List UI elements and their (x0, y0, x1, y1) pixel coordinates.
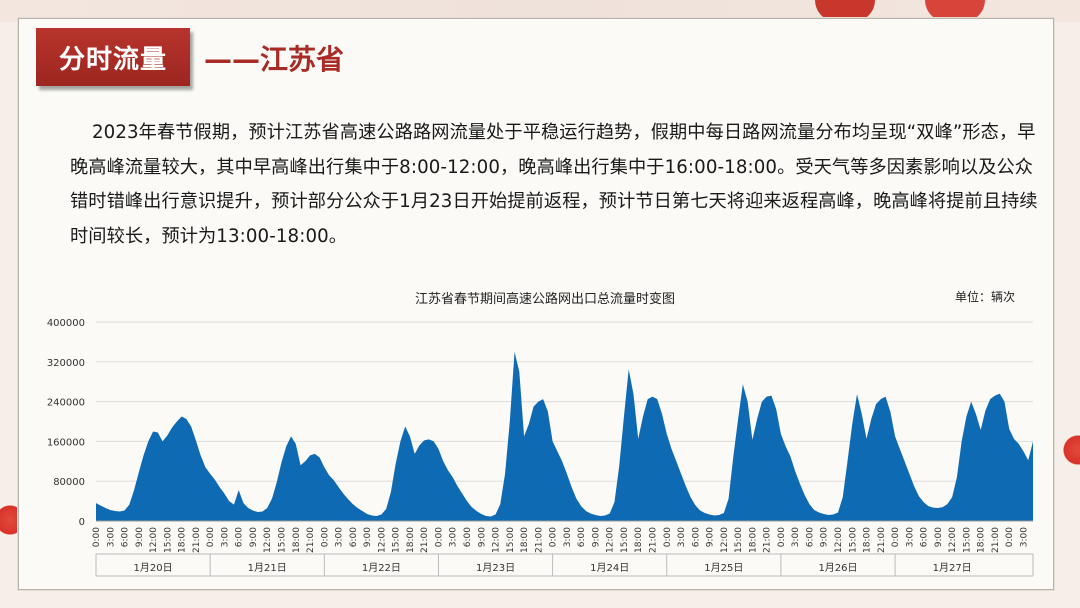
x-hour-label: 18:00 (406, 527, 416, 553)
section-title-box: 分时流量 (36, 28, 190, 86)
x-hour-label: 6:00 (349, 527, 359, 547)
x-day-label: 1月23日 (476, 562, 515, 574)
x-hour-label: 18:00 (292, 527, 302, 553)
y-tick-label: 80000 (53, 477, 85, 488)
x-hour-label: 0:00 (549, 527, 559, 547)
x-hour-label: 6:00 (577, 527, 587, 547)
x-hour-label: 6:00 (463, 527, 473, 547)
x-hour-label: 3:00 (220, 527, 230, 547)
x-hour-label: 3:00 (1019, 527, 1029, 547)
x-day-label: 1月24日 (590, 562, 629, 574)
x-hour-label: 21:00 (192, 527, 202, 553)
x-hour-label: 0:00 (92, 527, 102, 547)
x-hour-label: 21:00 (648, 527, 658, 553)
x-hour-label: 15:00 (392, 527, 402, 553)
x-hour-label: 12:00 (720, 527, 730, 553)
x-hour-label: 3:00 (563, 527, 573, 547)
x-hour-label: 18:00 (863, 527, 873, 553)
y-tick-label: 160000 (47, 437, 85, 448)
x-hour-label: 15:00 (506, 527, 516, 553)
x-hour-label: 15:00 (277, 527, 287, 553)
description-paragraph: 2023年春节假期，预计江苏省高速公路路网流量处于平稳运行趋势，假期中每日路网流… (70, 122, 1038, 247)
chart-unit-label: 单位：辆次 (955, 290, 1016, 304)
x-hour-label: 12:00 (492, 527, 502, 553)
top-ornament-right (925, 0, 985, 22)
x-hour-label: 9:00 (135, 527, 145, 547)
x-hour-label: 3:00 (335, 527, 345, 547)
x-hour-label: 9:00 (820, 527, 830, 547)
x-hour-label: 3:00 (905, 527, 915, 547)
x-hour-label: 21:00 (306, 527, 316, 553)
traffic-area-chart: 0 80000 160000 240000 320000 400000 0:00 3:00 6:… (47, 318, 1034, 577)
section-title: 分时流量 (58, 44, 167, 75)
x-hour-label: 21:00 (420, 527, 430, 553)
lantern-decoration-right (1054, 430, 1080, 590)
x-hour-label: 12:00 (834, 527, 844, 553)
x-hour-label: 9:00 (934, 527, 944, 547)
x-hour-label: 6:00 (805, 527, 815, 547)
x-day-label: 1月22日 (362, 562, 401, 574)
x-hour-label: 3:00 (791, 527, 801, 547)
x-hour-label: 12:00 (606, 527, 616, 553)
x-hour-label: 0:00 (777, 527, 787, 547)
x-hour-label: 0:00 (206, 527, 216, 547)
x-hour-label: 6:00 (121, 527, 131, 547)
x-hour-label: 12:00 (149, 527, 159, 553)
x-hour-label: 6:00 (691, 527, 701, 547)
x-hour-label: 21:00 (991, 527, 1001, 553)
x-hour-label: 9:00 (249, 527, 259, 547)
x-hour-label: 3:00 (677, 527, 687, 547)
x-hour-label: 6:00 (920, 527, 930, 547)
x-hour-label: 18:00 (634, 527, 644, 553)
x-hour-label: 6:00 (235, 527, 245, 547)
x-day-label: 1月26日 (818, 562, 857, 574)
x-hour-label: 15:00 (962, 527, 972, 553)
x-hour-label: 15:00 (848, 527, 858, 553)
x-hour-label: 21:00 (763, 527, 773, 553)
x-hour-label: 18:00 (520, 527, 530, 553)
top-ornament-left (815, 0, 875, 22)
y-tick-label: 400000 (47, 318, 85, 329)
x-hour-label: 0:00 (891, 527, 901, 547)
y-tick-label: 320000 (47, 358, 85, 369)
x-day-label: 1月20日 (134, 562, 173, 574)
x-hour-label: 0:00 (1005, 527, 1015, 547)
x-hour-label: 15:00 (620, 527, 630, 553)
x-hour-label: 18:00 (178, 527, 188, 553)
x-hour-label: 0:00 (434, 527, 444, 547)
x-hour-label: 12:00 (377, 527, 387, 553)
x-hour-label: 18:00 (748, 527, 758, 553)
x-hour-label: 12:00 (948, 527, 958, 553)
x-hour-label: 21:00 (534, 527, 544, 553)
x-hour-label: 9:00 (591, 527, 601, 547)
x-hour-label: 9:00 (477, 527, 487, 547)
y-tick-label: 240000 (47, 398, 85, 409)
x-hour-label: 0:00 (663, 527, 673, 547)
y-tick-label: 0 (79, 517, 85, 528)
x-day-label: 1月21日 (248, 562, 287, 574)
chart-title: 江苏省春节期间高速公路网出口总流量时变图 (414, 292, 675, 307)
section-subtitle: ——江苏省 (204, 43, 345, 76)
x-hour-label: 15:00 (163, 527, 173, 553)
x-day-label: 1月25日 (704, 562, 743, 574)
x-hour-label: 18:00 (977, 527, 987, 553)
top-decoration-band (0, 0, 1080, 22)
x-hour-label: 9:00 (363, 527, 373, 547)
x-hour-label: 3:00 (106, 527, 116, 547)
x-hour-label: 3:00 (449, 527, 459, 547)
x-hour-label: 12:00 (263, 527, 273, 553)
x-day-label: 1月27日 (933, 562, 972, 574)
x-hour-label: 0:00 (320, 527, 330, 547)
series-area (96, 351, 1033, 521)
x-hour-label: 15:00 (734, 527, 744, 553)
x-hour-label: 9:00 (706, 527, 716, 547)
x-hour-label: 21:00 (877, 527, 887, 553)
